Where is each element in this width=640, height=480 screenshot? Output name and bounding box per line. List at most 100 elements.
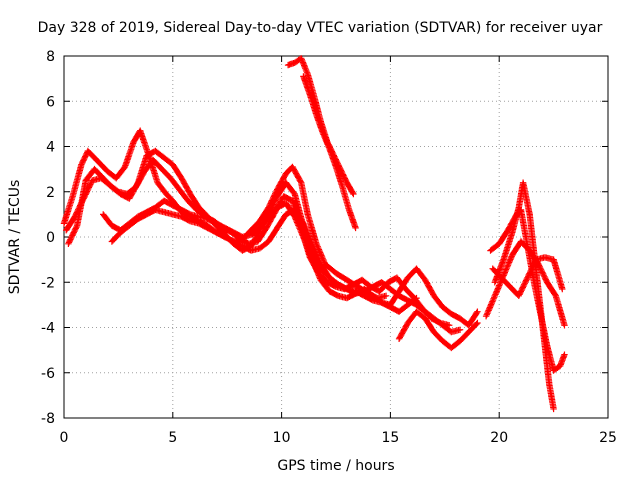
plus-marker-run <box>395 292 410 303</box>
plus-marker-run <box>498 274 513 289</box>
y-tick-label: -8 <box>41 411 55 427</box>
plus-marker-run <box>402 285 417 301</box>
plus-marker-run <box>117 223 132 236</box>
plus-marker-run <box>256 205 271 225</box>
plus-marker-run <box>163 190 175 203</box>
plus-marker <box>559 285 566 293</box>
plus-marker-run <box>178 175 193 196</box>
plus-marker-run <box>100 211 115 228</box>
x-axis-label: GPS time / hours <box>277 458 394 474</box>
plus-marker-run <box>97 175 112 188</box>
plus-marker-run <box>332 163 346 189</box>
plus-marker-run <box>289 163 304 185</box>
plus-marker <box>550 405 557 413</box>
x-axis: 0 5 10 15 20 25 <box>60 56 617 446</box>
plus-marker-run <box>448 338 462 352</box>
plus-marker-run <box>150 156 164 172</box>
plus-marker-run <box>430 328 445 344</box>
plus-marker-run <box>313 240 328 266</box>
plus-marker-run <box>304 211 320 246</box>
plus-marker-run <box>113 164 128 182</box>
series-pass-1 <box>60 127 390 302</box>
plus-marker-run <box>515 275 530 299</box>
plus-marker-run <box>265 187 280 211</box>
plus-marker-run <box>167 175 182 192</box>
y-tick-label: -4 <box>41 321 55 337</box>
data-marks <box>60 55 568 413</box>
plus-marker-run <box>552 292 568 327</box>
plus-marker-run <box>274 180 289 200</box>
plus-marker-run <box>319 129 333 151</box>
plus-marker-run <box>317 276 332 294</box>
plus-marker-run <box>230 238 245 249</box>
plus-marker-run <box>169 161 184 181</box>
plus-marker-run <box>126 216 140 229</box>
plus-marker-run <box>84 147 99 163</box>
plus-marker-run <box>60 194 76 227</box>
plus-marker <box>474 319 481 327</box>
plus-marker-run <box>509 239 524 259</box>
plus-marker-run <box>543 279 559 298</box>
plus-marker-run <box>439 303 454 317</box>
y-tick-label: 4 <box>46 140 55 156</box>
plus-marker-run <box>308 256 324 282</box>
y-tick-label: 2 <box>46 185 55 201</box>
y-tick-label: 8 <box>46 49 55 65</box>
series-pass-5 <box>108 206 464 336</box>
chart-title: Day 328 of 2019, Sidereal Day-to-day VTE… <box>38 20 603 36</box>
series-pass-8 <box>395 308 481 352</box>
plus-marker-run <box>535 260 550 285</box>
plus-marker-run <box>300 73 313 97</box>
plus-marker-run <box>332 270 349 283</box>
x-tick-label: 0 <box>60 430 69 446</box>
plus-marker-run <box>369 292 384 305</box>
plus-marker-run <box>324 279 338 290</box>
plus-marker-run <box>361 292 375 303</box>
plus-marker-run <box>300 220 315 246</box>
plus-marker-run <box>152 147 167 160</box>
series-pass-7 <box>300 73 359 232</box>
plus-marker-run <box>500 230 515 263</box>
plus-marker-run <box>187 190 202 210</box>
plus-marker <box>561 351 568 358</box>
plus-marker-run <box>413 265 428 282</box>
plus-marker-run <box>500 253 515 279</box>
plus-marker-run <box>247 219 262 234</box>
plus-marker-run <box>169 202 184 213</box>
plus-marker-run <box>395 302 410 315</box>
plus-marker-run <box>422 276 437 298</box>
plus-marker-run <box>550 256 566 291</box>
plus-marker-run <box>123 185 138 198</box>
plus-marker-run <box>546 380 557 411</box>
plus-marker-run <box>339 184 352 212</box>
plus-marker-run <box>71 196 87 220</box>
plus-marker-run <box>304 70 317 99</box>
plus-marker-run <box>65 223 80 247</box>
y-tick-label: -6 <box>41 366 55 382</box>
plus-marker-run <box>184 197 199 212</box>
plus-marker-run <box>524 257 539 281</box>
plus-marker-run <box>121 140 137 171</box>
plus-marker-run <box>176 186 191 203</box>
plus-marker-run <box>63 214 78 234</box>
plus-marker-run <box>465 320 480 336</box>
series-pass-11 <box>482 238 568 329</box>
plus-marker-run <box>378 279 393 292</box>
plus-marker-run <box>456 330 471 345</box>
plus-marker-run <box>345 206 359 230</box>
plus-marker-run <box>204 224 219 235</box>
plus-marker-run <box>69 162 85 200</box>
plus-marker-run <box>321 260 338 276</box>
plus-marker <box>382 292 390 300</box>
plus-marker <box>350 190 357 198</box>
plus-marker-run <box>517 238 532 253</box>
plus-marker-run <box>80 178 95 202</box>
plus-marker-run <box>160 154 175 167</box>
plus-marker <box>352 224 359 232</box>
plus-marker-run <box>496 228 511 247</box>
plus-marker-run <box>256 214 271 232</box>
plus-marker-run <box>533 267 546 330</box>
plus-marker-run <box>78 149 91 168</box>
plus-marker-run <box>489 265 504 280</box>
